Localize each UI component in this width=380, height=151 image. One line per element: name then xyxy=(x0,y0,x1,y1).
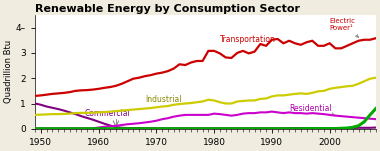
Text: Electric
Power¹: Electric Power¹ xyxy=(329,18,359,37)
Y-axis label: Quadrillion Btu: Quadrillion Btu xyxy=(4,40,13,103)
Text: Residential: Residential xyxy=(289,104,335,116)
Text: Commercial: Commercial xyxy=(84,109,130,118)
Text: Transportation: Transportation xyxy=(220,35,276,43)
Text: Renewable Energy by Consumption Sector: Renewable Energy by Consumption Sector xyxy=(35,4,300,14)
Text: Industrial: Industrial xyxy=(145,95,181,104)
